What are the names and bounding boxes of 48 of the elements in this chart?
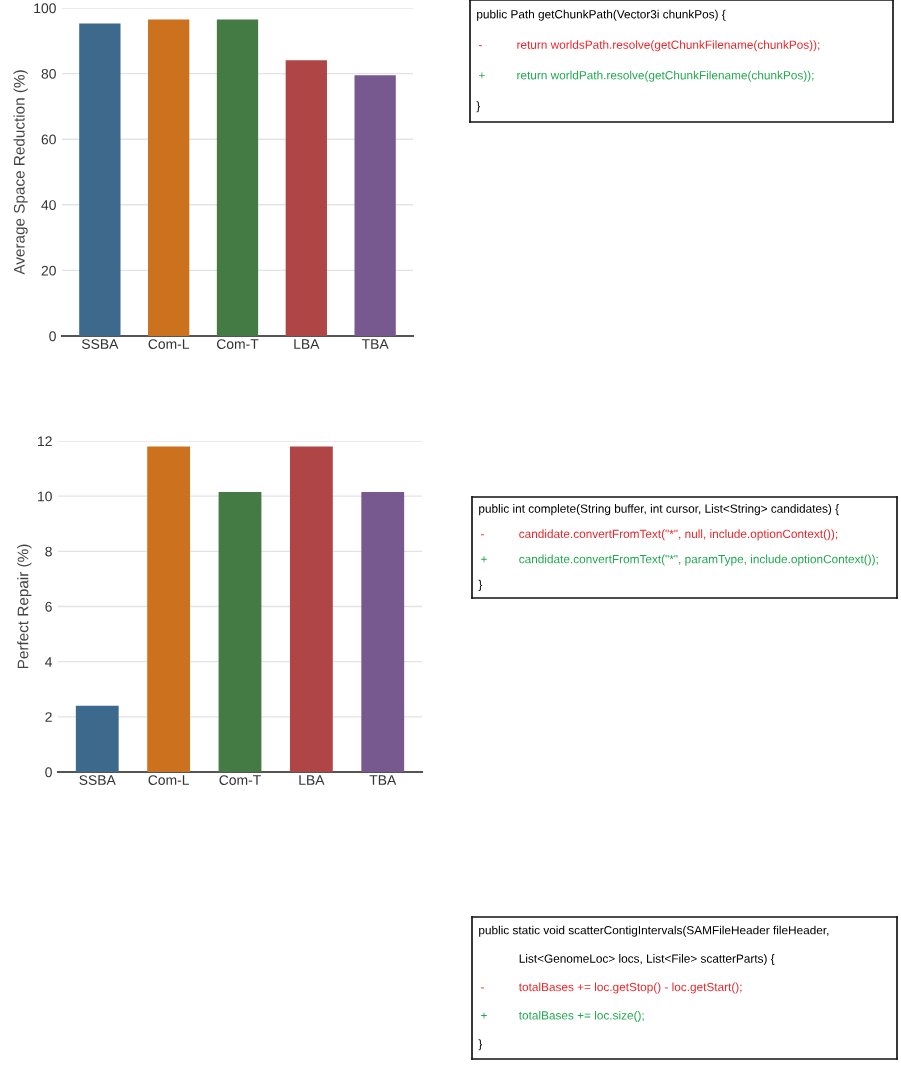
- text: - candidate.convertFromText("*", null, include.optionContext());: [481, 529, 838, 541]
- text: + totalBases += loc.size();: [481, 1010, 644, 1022]
- bar: [148, 19, 190, 336]
- text: }: [476, 101, 481, 113]
- text: - totalBases += loc.getStop() - loc.getStart();: [481, 982, 742, 994]
- text: public int complete(String buffer, int cursor, List<String> candidates) {: [479, 504, 839, 516]
- x-tick-label: Com-L: [148, 775, 189, 785]
- y-tick-label: 2: [45, 712, 52, 722]
- y-tick-label: 20: [41, 265, 56, 276]
- y-tick-label: 12: [38, 436, 52, 447]
- bar: [354, 75, 396, 336]
- x-tick-label: LBA: [299, 775, 325, 785]
- x-tick-label: Com-T: [219, 775, 261, 785]
- text: }: [478, 1039, 483, 1051]
- x-tick-label: SSBA: [79, 775, 116, 785]
- bar: [216, 19, 259, 336]
- text: List<GenomeLoc> locs, List<File> scatterParts) {: [519, 954, 775, 966]
- y-tick-label: 80: [41, 68, 56, 79]
- x-tick-label: LBA: [294, 339, 320, 349]
- y-tick-label: 0: [45, 767, 52, 778]
- text: }: [478, 579, 483, 591]
- x-tick-label: SSBA: [81, 339, 119, 349]
- y-axis-title: Average Space Reduction (%): [13, 70, 28, 275]
- y-tick-label: 6: [45, 601, 52, 612]
- y-tick-label: 8: [45, 546, 52, 557]
- text: + return worldPath.resolve(getChunkFilename(chunkPos));: [479, 70, 814, 82]
- bar: [285, 60, 327, 336]
- y-axis-title: Perfect Repair (%): [17, 544, 32, 669]
- y-tick-label: 40: [41, 200, 56, 210]
- y-tick-label: 10: [38, 491, 52, 502]
- bar: [147, 446, 191, 772]
- y-tick-label: 0: [49, 331, 56, 342]
- y-tick-label: 100: [34, 3, 56, 14]
- bar: [289, 446, 333, 772]
- bar: [79, 23, 121, 336]
- x-tick-label: Com-L: [148, 339, 190, 349]
- x-tick-label: TBA: [369, 775, 397, 785]
- bar: [218, 492, 262, 772]
- text: - return worldsPath.resolve(getChunkFilename(chunkPos));: [478, 40, 820, 52]
- text: public static void scatterContigIntervals(SAMFileHeader fileHeader,: [479, 925, 829, 937]
- y-tick-label: 4: [45, 657, 53, 667]
- y-tick-label: 60: [41, 134, 56, 145]
- text: + candidate.convertFromText("*", paramType, include.optionContext());: [481, 554, 878, 566]
- x-tick-label: TBA: [361, 339, 389, 349]
- bar: [75, 705, 119, 772]
- x-tick-label: Com-T: [216, 339, 259, 349]
- text: public Path getChunkPath(Vector3i chunkPos) {: [477, 9, 726, 21]
- bar: [361, 492, 405, 772]
